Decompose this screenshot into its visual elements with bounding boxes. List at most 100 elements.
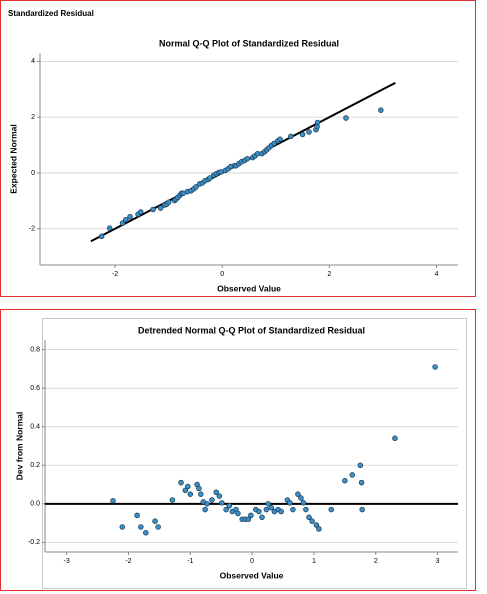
point: [288, 133, 294, 140]
point: [256, 508, 262, 515]
point: [265, 501, 271, 507]
y-tick-label: 4: [31, 58, 35, 65]
point: [207, 175, 213, 181]
point: [235, 510, 241, 517]
point: [278, 508, 284, 515]
point: [182, 487, 189, 494]
header: Standardized Residual: [8, 9, 94, 18]
point: [358, 479, 365, 486]
x-tick-label: 3: [436, 558, 440, 565]
point: [268, 504, 275, 511]
point: [298, 495, 304, 501]
point: [106, 225, 113, 231]
point: [287, 500, 293, 506]
point: [110, 497, 116, 504]
point: [150, 206, 156, 213]
x-tick-label: 4: [435, 271, 439, 278]
point: [359, 506, 365, 513]
point: [196, 485, 202, 492]
point: [223, 506, 229, 513]
point: [357, 462, 364, 469]
point: [185, 483, 191, 490]
x-tick-label: -2: [112, 271, 118, 278]
y-tick-label: 0.2: [30, 462, 40, 469]
point: [313, 522, 320, 528]
x-tick-label: 1: [312, 558, 316, 565]
y-tick-label: 0.8: [30, 346, 40, 353]
point: [263, 506, 270, 513]
point: [277, 136, 283, 142]
point: [137, 209, 144, 215]
point: [259, 514, 265, 521]
point: [198, 491, 204, 497]
point: [165, 199, 172, 205]
y-tick-label: -2: [29, 226, 35, 233]
x-tick-label: -2: [125, 558, 131, 565]
chart-title: Normal Q-Q Plot of Standardized Residual: [159, 38, 339, 48]
panel-border: [0, 0, 476, 297]
point: [299, 131, 306, 138]
point: [248, 512, 254, 519]
y-tick-label: 0.4: [30, 424, 40, 431]
point: [316, 526, 322, 532]
point: [219, 500, 225, 506]
point: [157, 205, 164, 211]
chart-title: Detrended Normal Q-Q Plot of Standardize…: [138, 325, 365, 335]
x-tick-label: 0: [250, 558, 254, 565]
point: [122, 217, 129, 223]
x-tick-label: 0: [220, 271, 224, 278]
point: [226, 502, 232, 509]
point: [119, 524, 126, 530]
point: [245, 516, 252, 522]
point: [306, 129, 312, 135]
x-tick-label: -1: [187, 558, 193, 565]
point: [204, 501, 210, 507]
panel-border: [0, 309, 476, 591]
point: [98, 233, 105, 240]
point: [295, 491, 301, 497]
point: [314, 119, 321, 126]
point: [143, 529, 149, 536]
point: [138, 524, 144, 530]
point: [309, 518, 315, 524]
point: [127, 213, 133, 220]
point: [193, 184, 199, 190]
y-tick-label: -0.2: [28, 539, 40, 546]
point: [343, 115, 349, 121]
point: [213, 489, 220, 496]
point: [328, 506, 335, 513]
y-axis-label: Expected Normal: [8, 124, 18, 193]
point: [244, 155, 251, 162]
point: [290, 506, 296, 513]
x-tick-label: 2: [374, 558, 378, 565]
point: [178, 479, 184, 486]
point: [432, 364, 438, 370]
chart-frame: [42, 318, 467, 589]
y-axis-label: Dev from Normal: [14, 412, 24, 481]
point: [300, 500, 307, 506]
point: [392, 435, 398, 442]
point: [152, 518, 158, 524]
point: [209, 497, 215, 503]
x-tick-label: 2: [327, 271, 331, 278]
point: [134, 512, 140, 519]
point: [216, 493, 223, 499]
point: [119, 220, 126, 226]
point: [155, 524, 161, 530]
x-axis-label: Observed Value: [217, 283, 281, 293]
y-tick-label: 2: [31, 114, 35, 121]
point: [378, 107, 384, 113]
point: [342, 477, 348, 484]
point: [349, 472, 356, 478]
point: [202, 506, 208, 513]
point: [271, 140, 277, 147]
y-tick-label: 0: [31, 170, 35, 177]
y-tick-label: 0.6: [30, 385, 40, 392]
x-axis-label: Observed Value: [220, 570, 284, 580]
y-tick-label: 0.0: [30, 501, 40, 508]
point: [306, 514, 312, 521]
point: [303, 506, 309, 513]
point: [169, 497, 176, 503]
